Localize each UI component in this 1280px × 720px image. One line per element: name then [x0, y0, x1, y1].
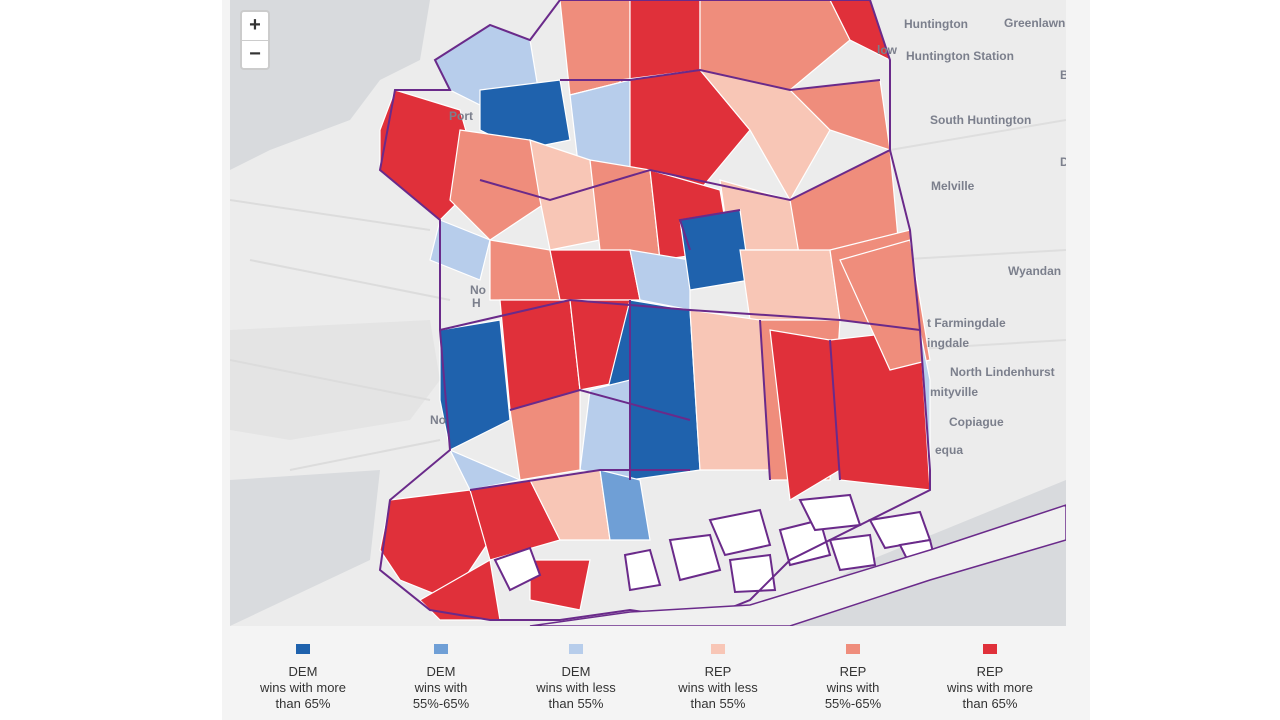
- place-label: t Farmingdale: [927, 316, 1006, 330]
- map-legend: DEM wins with more than 65% DEM wins wit…: [230, 636, 1066, 720]
- legend-party: REP: [839, 664, 867, 679]
- place-label: Greenlawn: [1004, 16, 1066, 30]
- legend-item: REP wins with less than 55%: [648, 644, 788, 712]
- place-label: B: [1060, 68, 1066, 82]
- election-map[interactable]: Huntington Greenlawn Huntington Station …: [230, 0, 1066, 626]
- legend-line2: than 65%: [275, 696, 331, 711]
- legend-item: REP wins with more than 65%: [920, 644, 1060, 712]
- place-label: low: [877, 43, 897, 57]
- zoom-control: + −: [240, 10, 270, 70]
- legend-party: REP: [704, 664, 732, 679]
- legend-item: DEM wins with less than 55%: [506, 644, 646, 712]
- place-label: D: [1060, 155, 1066, 169]
- zoom-out-button[interactable]: −: [249, 43, 261, 65]
- legend-item: REP wins with 55%-65%: [783, 644, 923, 712]
- legend-line1: wins with: [826, 680, 880, 695]
- place-label: Wyandan: [1008, 264, 1062, 278]
- map-canvas: [230, 0, 1066, 626]
- legend-line2: 55%-65%: [412, 696, 470, 711]
- legend-line2: 55%-65%: [824, 696, 882, 711]
- legend-swatch: [296, 644, 310, 654]
- legend-swatch: [569, 644, 583, 654]
- place-label: Huntington Station: [906, 49, 1014, 63]
- legend-line2: than 55%: [690, 696, 746, 711]
- legend-party: DEM: [426, 664, 456, 679]
- legend-line2: than 65%: [962, 696, 1018, 711]
- place-label: equa: [935, 443, 964, 457]
- place-label: Huntington: [904, 17, 968, 31]
- place-label: ingdale: [927, 336, 970, 350]
- place-label: No: [470, 283, 486, 297]
- legend-line1: wins with more: [947, 680, 1033, 695]
- zoom-in-button[interactable]: +: [242, 12, 268, 41]
- place-label: Melville: [931, 179, 975, 193]
- place-label: No: [430, 413, 446, 427]
- place-label: mityville: [930, 385, 979, 399]
- place-label: South Huntington: [930, 113, 1032, 127]
- legend-line1: wins with less: [678, 680, 758, 695]
- legend-item: DEM wins with 55%-65%: [371, 644, 511, 712]
- place-label: North Lindenhurst: [950, 365, 1055, 379]
- legend-swatch: [983, 644, 997, 654]
- legend-party: REP: [976, 664, 1004, 679]
- legend-line1: wins with: [414, 680, 468, 695]
- legend-swatch: [846, 644, 860, 654]
- place-label: H: [472, 296, 481, 310]
- legend-party: DEM: [561, 664, 591, 679]
- legend-item: DEM wins with more than 65%: [233, 644, 373, 712]
- legend-line2: than 55%: [548, 696, 604, 711]
- place-label: Port: [449, 109, 473, 123]
- legend-party: DEM: [288, 664, 318, 679]
- legend-line1: wins with more: [260, 680, 346, 695]
- legend-line1: wins with less: [536, 680, 616, 695]
- legend-swatch: [711, 644, 725, 654]
- legend-swatch: [434, 644, 448, 654]
- place-label: Copiague: [949, 415, 1004, 429]
